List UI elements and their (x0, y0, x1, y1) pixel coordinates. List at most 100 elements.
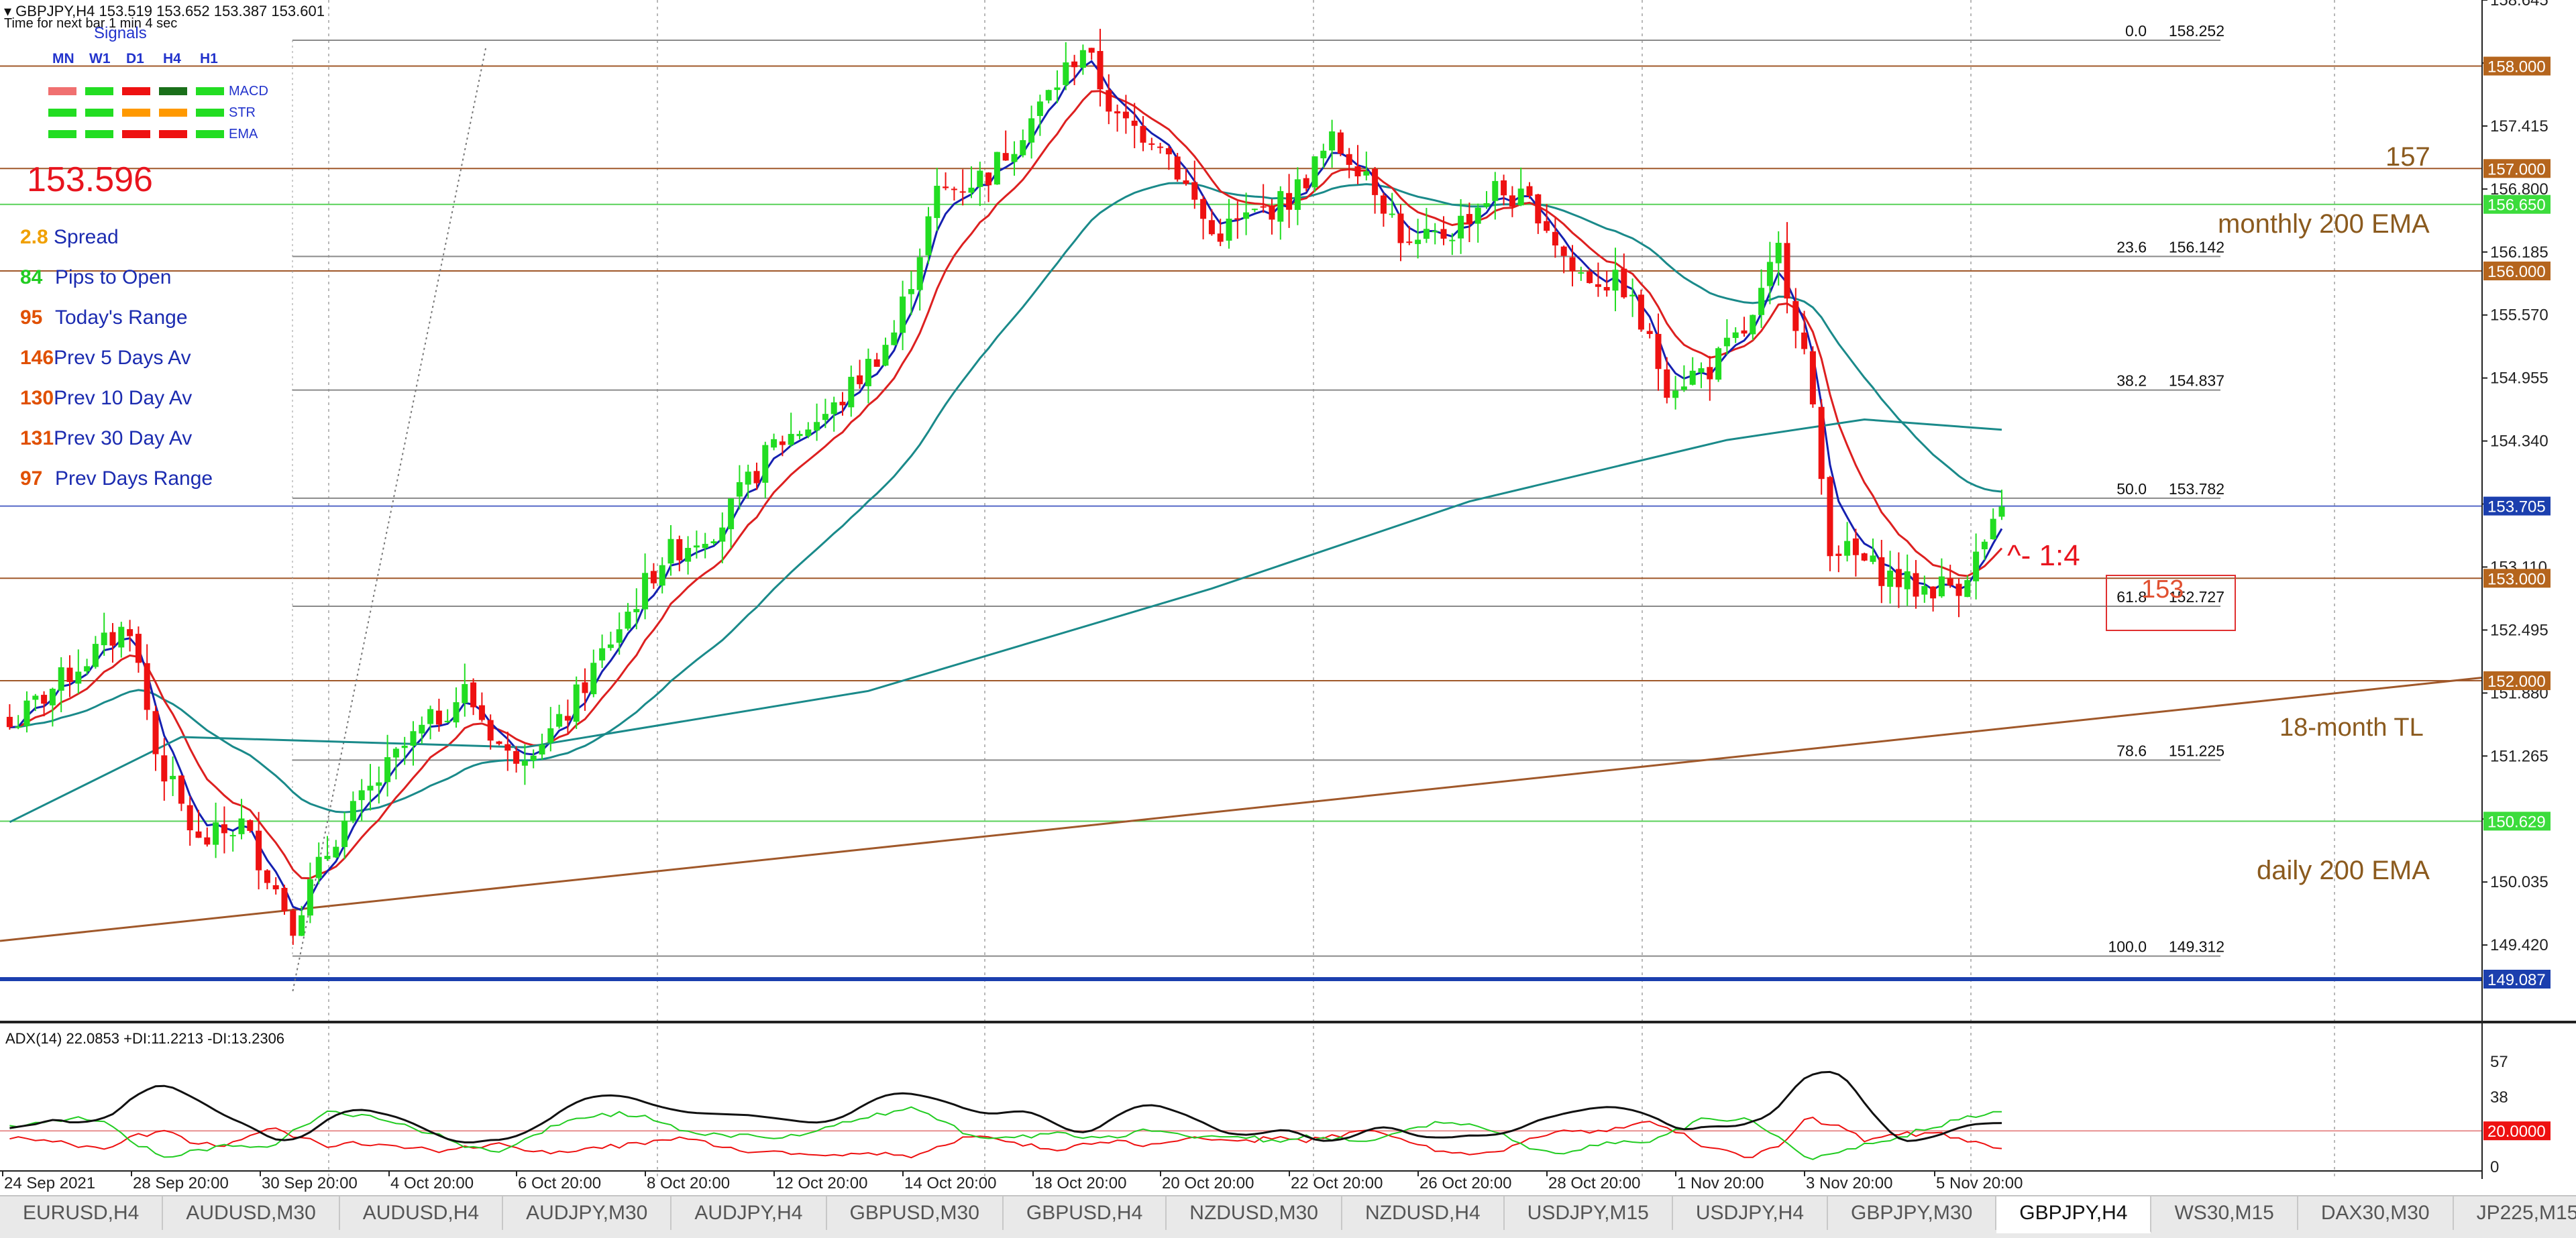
tab-nzdusd-m30[interactable]: NZDUSD,M30 (1167, 1196, 1342, 1230)
tab-gbpusd-m30[interactable]: GBPUSD,M30 (827, 1196, 1004, 1230)
fib-price-label: 152.727 (2169, 588, 2224, 606)
candle-body (315, 856, 322, 879)
tab-gbpusd-h4[interactable]: GBPUSD,H4 (1004, 1196, 1167, 1230)
candle-body (152, 711, 159, 754)
annotation-153-box-label: 153 (2141, 575, 2184, 604)
candle-body (23, 700, 30, 726)
stat-value: 97 (20, 467, 43, 490)
candle-body (392, 748, 399, 758)
candle-body (1036, 101, 1043, 116)
time-tick-label: 8 Oct 20:00 (647, 1174, 730, 1192)
signal-block (196, 87, 224, 95)
candle-body (556, 714, 563, 727)
price-tick-label: 149.420 (2490, 936, 2548, 954)
candle-body (1277, 190, 1284, 222)
trendline-18-month (0, 676, 2483, 942)
candle-body (1354, 166, 1361, 176)
tab-ws30-m15[interactable]: WS30,M15 (2151, 1196, 2298, 1230)
time-tick-label: 24 Sep 2021 (4, 1174, 95, 1192)
candle-body (178, 775, 184, 804)
candle-body (41, 695, 48, 704)
candle-body (959, 191, 966, 193)
candle-body (1002, 153, 1009, 161)
tab-audusd-m30[interactable]: AUDUSD,M30 (163, 1196, 340, 1230)
candle-body (195, 831, 202, 838)
candle-body (951, 188, 957, 190)
fib-ratio-label: 0.0 (2125, 22, 2147, 40)
candle-body (857, 375, 863, 384)
adx-panel: 20.0000 57 38 0 (0, 1021, 2576, 1176)
candle-body (1440, 229, 1447, 239)
time-tick-label: 18 Oct 20:00 (1034, 1174, 1126, 1192)
tab-usdjpy-m15[interactable]: USDJPY,M15 (1505, 1196, 1673, 1230)
candle-body (384, 757, 391, 783)
tab-gbpjpy-m30[interactable]: GBPJPY,M30 (1828, 1196, 1997, 1230)
candle-body (573, 684, 580, 722)
signal-block (85, 109, 113, 117)
candle-body (1715, 348, 1722, 380)
candle-body (1466, 214, 1472, 225)
candle-body (1741, 330, 1748, 334)
candle-body (607, 644, 614, 649)
tab-audjpy-h4[interactable]: AUDJPY,H4 (672, 1196, 827, 1230)
annotation-157: 157 (2385, 142, 2430, 172)
candle-body (1458, 215, 1464, 239)
candle-body (1389, 213, 1395, 215)
candle-body (1913, 573, 1919, 597)
chart-canvas[interactable]: 0.0 158.252 23.6 156.142 38.2 154.837 50.0 153.… (0, 0, 2576, 1195)
adx-line (9, 1070, 2002, 1143)
candle-body (1106, 90, 1112, 112)
candle-body (650, 571, 657, 583)
candle-body (1406, 241, 1413, 243)
stat-label: Today's Range (55, 306, 188, 329)
candle-body (229, 835, 236, 837)
candle-body (307, 879, 313, 916)
candle-body (625, 612, 631, 629)
candle-body (470, 682, 477, 708)
tab-dax30-m30[interactable]: DAX30,M30 (2298, 1196, 2454, 1230)
candle-body (934, 186, 941, 219)
candle-body (1766, 262, 1773, 286)
candle-body (367, 785, 374, 791)
candle-body (616, 629, 623, 643)
candle-body (1526, 186, 1533, 196)
tab-usdjpy-h4[interactable]: USDJPY,H4 (1673, 1196, 1829, 1230)
ratio-box (2106, 575, 2236, 631)
candle-body (49, 689, 56, 706)
tab-audusd-h4[interactable]: AUDUSD,H4 (340, 1196, 504, 1230)
tab-audjpy-m30[interactable]: AUDJPY,M30 (503, 1196, 672, 1230)
candle-body (478, 705, 485, 720)
candle-body (728, 498, 735, 530)
candle-body (736, 482, 743, 497)
candle-body (968, 187, 975, 193)
candle-body (865, 359, 871, 386)
candle-body (1311, 156, 1318, 188)
fib-price-label: 154.837 (2169, 372, 2224, 390)
candle-body (1234, 218, 1241, 220)
collapse-triangle-icon[interactable]: ▾ (4, 3, 12, 19)
tab-nzdusd-h4[interactable]: NZDUSD,H4 (1342, 1196, 1505, 1230)
signal-row-ema: EMA (48, 123, 268, 145)
adx-tick-label: 38 (2490, 1088, 2508, 1107)
tab-jp225-m15[interactable]: JP225,M15 (2454, 1196, 2576, 1230)
signal-row-macd: MACD (48, 80, 268, 102)
fib-price-label: 151.225 (2169, 742, 2224, 759)
candle-body (1921, 585, 1928, 595)
price-tick-label: 154.340 (2490, 433, 2548, 451)
price-label-text: 152.000 (2487, 673, 2546, 691)
price-label-text: 156.650 (2487, 196, 2546, 215)
candle-body (144, 663, 150, 710)
price-label-text: 156.000 (2487, 263, 2546, 281)
trendline (0, 676, 2483, 942)
candle-body (1612, 270, 1619, 291)
signals-panel: MN W1 D1 H4 H1 MACD STR EMA (48, 51, 268, 145)
candle-body (1303, 178, 1309, 188)
tab-gbpjpy-h4[interactable]: GBPJPY,H4 (1996, 1196, 2152, 1233)
price-tick-label: 151.265 (2490, 747, 2548, 765)
tab-eurusd-h4[interactable]: EURUSD,H4 (0, 1196, 164, 1230)
fib-ratio-label: 23.6 (2116, 238, 2147, 256)
candle-body (882, 345, 889, 366)
candle-body (642, 573, 649, 610)
candle-body (401, 745, 408, 748)
candle-body (264, 870, 270, 883)
